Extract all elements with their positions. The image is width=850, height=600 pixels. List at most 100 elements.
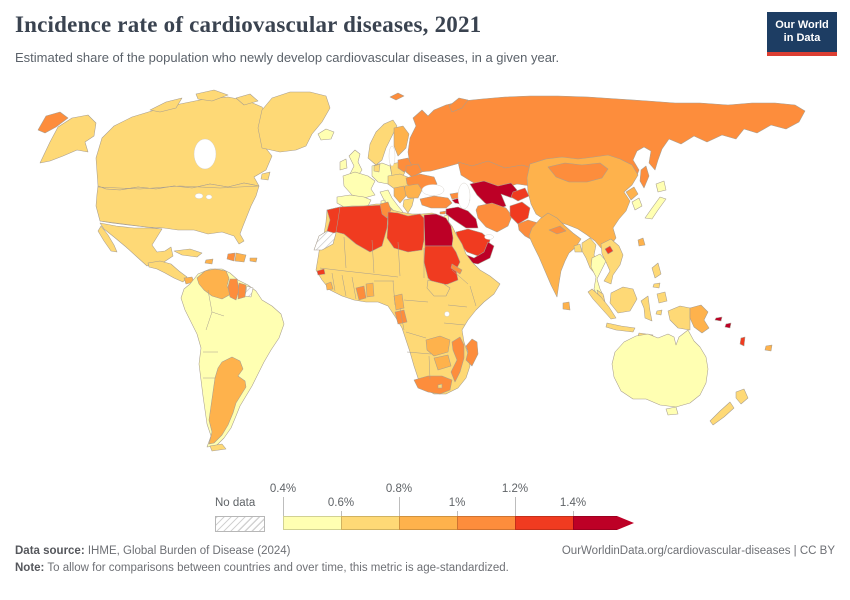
country-madagascar[interactable]: [465, 338, 479, 367]
country-greece[interactable]: [402, 197, 415, 214]
hudson-bay: [193, 138, 217, 170]
country-usa[interactable]: [95, 182, 260, 245]
baltic-sea: [388, 145, 396, 167]
russia-wrap-west[interactable]: [37, 111, 69, 134]
country-vanuatu[interactable]: [739, 336, 746, 347]
country-iceland[interactable]: [317, 128, 335, 141]
legend-tick: [573, 511, 574, 516]
country-uk[interactable]: [348, 149, 363, 178]
region-gambia-guinea-bissau[interactable]: [316, 268, 326, 276]
sakhalin[interactable]: [639, 165, 650, 189]
footer-link[interactable]: OurWorldinData.org/cardiovascular-diseas…: [561, 545, 835, 557]
country-solomon-islands[interactable]: [714, 316, 732, 329]
country-nepal[interactable]: [548, 225, 567, 235]
hainan[interactable]: [604, 245, 614, 255]
great-lakes: [194, 193, 204, 199]
country-mexico[interactable]: [99, 222, 174, 267]
legend-tick-label: 0.4%: [269, 483, 297, 495]
country-japan[interactable]: [644, 180, 667, 220]
country-borders-south-america: [203, 289, 225, 379]
country-north-korea[interactable]: [625, 186, 639, 201]
country-fiji[interactable]: [764, 344, 773, 352]
country-iran[interactable]: [475, 202, 513, 233]
region-central-america[interactable]: [147, 260, 188, 283]
novaya-zemlya[interactable]: [448, 97, 469, 113]
region-scandinavia[interactable]: [367, 119, 398, 166]
country-new-zealand[interactable]: [709, 388, 749, 426]
svalbard[interactable]: [389, 92, 405, 101]
country-usa-alaska[interactable]: [39, 114, 97, 164]
country-lesotho[interactable]: [437, 383, 443, 389]
country-turkey[interactable]: [419, 195, 453, 209]
region-western-sahara[interactable]: [313, 230, 337, 251]
legend-bin-3[interactable]: [399, 516, 457, 530]
legend-bin-5[interactable]: [515, 516, 573, 530]
country-mozambique[interactable]: [450, 336, 465, 383]
black-sea: [421, 184, 445, 196]
country-afghanistan[interactable]: [509, 201, 531, 225]
owid-logo[interactable]: Our World in Data: [767, 12, 837, 56]
country-suriname[interactable]: [237, 282, 247, 300]
legend-bin-1[interactable]: [283, 516, 341, 530]
west-new-guinea[interactable]: [667, 305, 691, 331]
country-zambia[interactable]: [425, 335, 451, 357]
legend-tick: [283, 497, 284, 516]
legend-tick-label: 1%: [448, 497, 466, 509]
country-australia[interactable]: [611, 329, 709, 408]
page-subtitle: Estimated share of the population who ne…: [15, 50, 560, 65]
country-south-africa[interactable]: [413, 375, 453, 395]
country-ireland[interactable]: [339, 158, 348, 171]
baja-california[interactable]: [97, 225, 118, 253]
canada-arctic-islands[interactable]: [149, 89, 271, 181]
legend-bin-6[interactable]: [573, 516, 617, 530]
persian-gulf: [484, 234, 494, 240]
country-uzbekistan-turkmenistan[interactable]: [469, 180, 518, 211]
country-argentina[interactable]: [208, 356, 247, 445]
country-denmark[interactable]: [373, 163, 381, 173]
country-greenland[interactable]: [257, 91, 331, 153]
country-india[interactable]: [528, 212, 582, 298]
region-syria-iraq-jordan[interactable]: [445, 206, 479, 229]
country-south-sudan[interactable]: [426, 279, 451, 297]
country-belarus[interactable]: [405, 163, 423, 178]
country-south-korea[interactable]: [631, 197, 643, 211]
country-gabon[interactable]: [394, 309, 408, 325]
region-french-guiana[interactable]: [244, 285, 254, 298]
country-mongolia[interactable]: [547, 162, 609, 183]
country-eritrea[interactable]: [450, 263, 463, 275]
no-data-swatch[interactable]: [215, 516, 265, 532]
country-jamaica: [204, 258, 214, 265]
country-egypt[interactable]: [423, 213, 454, 247]
country-guyana[interactable]: [227, 278, 240, 301]
legend-tick-label: 0.6%: [327, 497, 355, 509]
legend-bin-4[interactable]: [457, 516, 515, 530]
country-papua-new-guinea[interactable]: [689, 304, 710, 334]
country-sierra-leone[interactable]: [325, 281, 334, 291]
country-finland[interactable]: [393, 125, 410, 157]
country-taiwan[interactable]: [637, 237, 646, 247]
footer: Data source: IHME, Global Burden of Dise…: [15, 545, 835, 574]
country-france[interactable]: [342, 171, 376, 199]
tasmania[interactable]: [665, 406, 679, 416]
region-romania-bulgaria[interactable]: [403, 183, 423, 199]
country-philippines[interactable]: [651, 262, 668, 304]
country-canada[interactable]: [95, 96, 273, 191]
region-balkans[interactable]: [393, 185, 407, 204]
great-lakes: [205, 194, 213, 200]
country-cyprus[interactable]: [439, 210, 447, 215]
country-kyrgyzstan-tajikistan[interactable]: [510, 187, 530, 202]
data-source-text: IHME, Global Burden of Disease (2024): [84, 545, 291, 557]
region-togo-benin[interactable]: [365, 282, 375, 298]
tierra-del-fuego[interactable]: [209, 443, 227, 452]
legend-tick-label: 1.4%: [559, 497, 587, 509]
caribbean[interactable]: [173, 248, 258, 265]
country-bangladesh[interactable]: [573, 243, 583, 253]
country-cameroon[interactable]: [393, 293, 405, 311]
legend-bin-2[interactable]: [341, 516, 399, 530]
country-sudan[interactable]: [423, 245, 461, 287]
data-source: Data source: IHME, Global Burden of Dise…: [15, 545, 291, 557]
country-ghana[interactable]: [355, 285, 367, 301]
country-libya[interactable]: [386, 211, 425, 253]
country-zimbabwe[interactable]: [433, 354, 452, 371]
country-sri-lanka[interactable]: [562, 301, 571, 311]
